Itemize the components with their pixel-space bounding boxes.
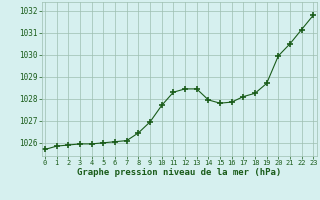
X-axis label: Graphe pression niveau de la mer (hPa): Graphe pression niveau de la mer (hPa): [77, 168, 281, 177]
